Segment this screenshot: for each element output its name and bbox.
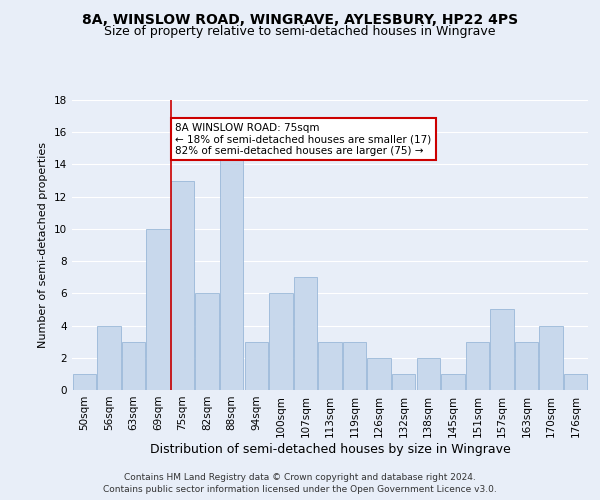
Bar [146,229,170,390]
Bar [564,374,587,390]
Bar [171,180,194,390]
Bar [367,358,391,390]
Bar [515,342,538,390]
Text: 8A WINSLOW ROAD: 75sqm
← 18% of semi-detached houses are smaller (17)
82% of sem: 8A WINSLOW ROAD: 75sqm ← 18% of semi-det… [175,122,431,156]
Text: Contains HM Land Registry data © Crown copyright and database right 2024.: Contains HM Land Registry data © Crown c… [124,473,476,482]
Bar [539,326,563,390]
Bar [416,358,440,390]
Bar [319,342,341,390]
Text: Size of property relative to semi-detached houses in Wingrave: Size of property relative to semi-detach… [104,25,496,38]
Bar [490,310,514,390]
Bar [294,277,317,390]
Text: 8A, WINSLOW ROAD, WINGRAVE, AYLESBURY, HP22 4PS: 8A, WINSLOW ROAD, WINGRAVE, AYLESBURY, H… [82,12,518,26]
Bar [122,342,145,390]
Bar [73,374,96,390]
Bar [466,342,489,390]
X-axis label: Distribution of semi-detached houses by size in Wingrave: Distribution of semi-detached houses by … [149,442,511,456]
Y-axis label: Number of semi-detached properties: Number of semi-detached properties [38,142,49,348]
Bar [392,374,415,390]
Bar [220,148,244,390]
Bar [97,326,121,390]
Bar [245,342,268,390]
Text: Contains public sector information licensed under the Open Government Licence v3: Contains public sector information licen… [103,486,497,494]
Bar [343,342,366,390]
Bar [441,374,464,390]
Bar [269,294,293,390]
Bar [196,294,219,390]
